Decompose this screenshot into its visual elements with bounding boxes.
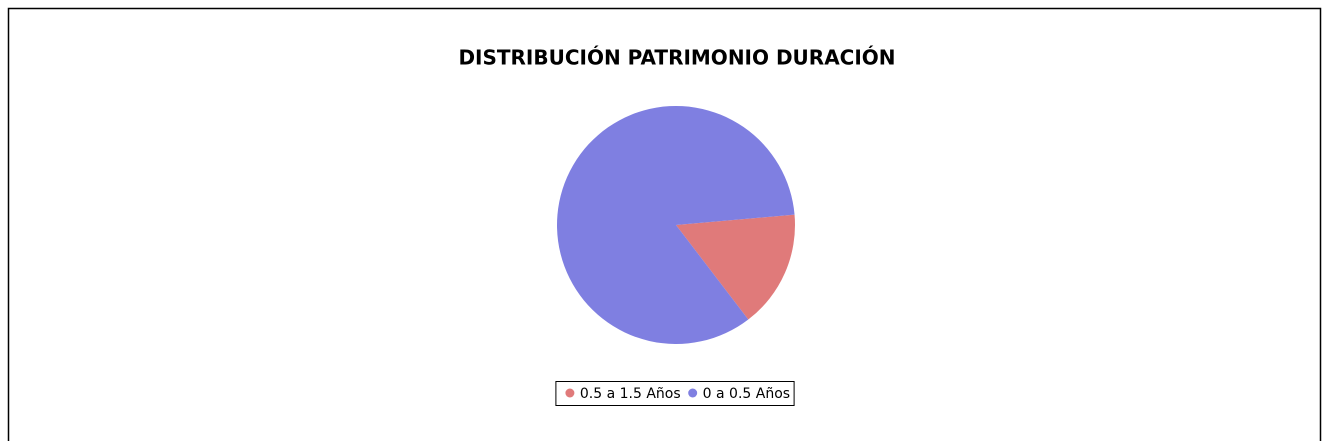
legend-label: 0.5 a 1.5 Años <box>580 386 681 402</box>
chart-title: DISTRIBUCIÓN PATRIMONIO DURACIÓN <box>458 46 895 70</box>
legend: 0.5 a 1.5 Años 0 a 0.5 Años <box>555 381 795 406</box>
legend-marker <box>688 388 698 398</box>
pie-slice <box>676 214 796 320</box>
legend-box <box>555 381 795 406</box>
legend-label: 0 a 0.5 Años <box>703 386 790 402</box>
pie-slice <box>557 105 795 344</box>
legend-marker <box>565 388 575 398</box>
